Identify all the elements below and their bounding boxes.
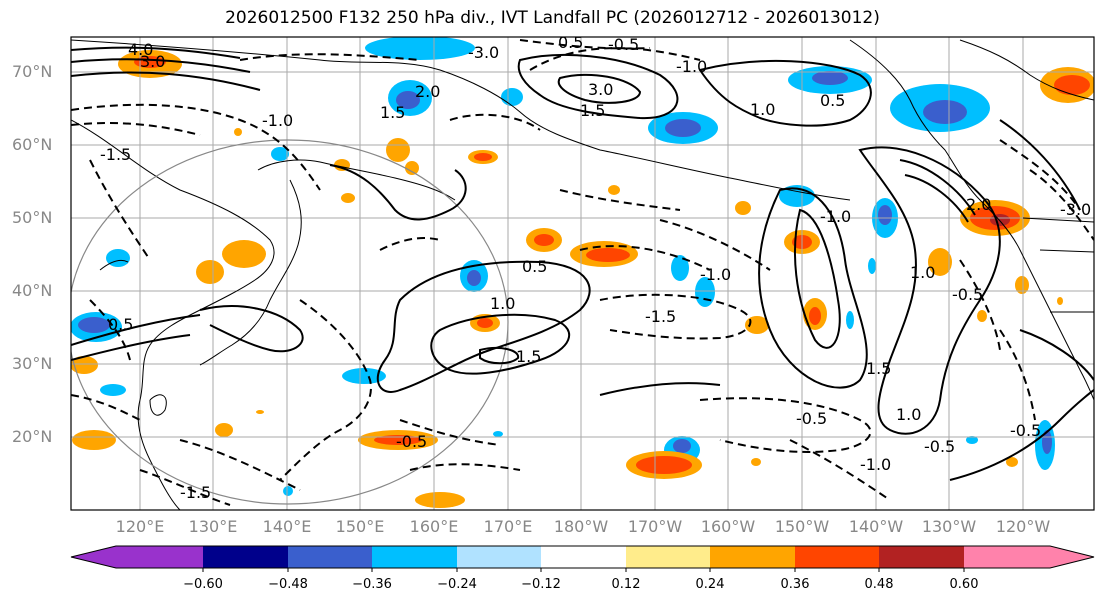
contour-label: -1.0	[860, 455, 891, 474]
colorbar-extend-min	[71, 546, 116, 568]
contour-label: 1.5	[380, 103, 405, 122]
contour-label: -3.0	[1060, 200, 1091, 219]
colorbar-tick-label: −0.24	[437, 577, 477, 592]
lon-label: 160°E	[409, 517, 459, 536]
contour-label: -1.0	[700, 265, 731, 284]
lat-label: 20°N	[12, 427, 53, 446]
colorbar	[70, 545, 1095, 572]
lon-label: 120°E	[115, 517, 165, 536]
contour-label: 2.0	[415, 82, 440, 101]
contour-label: 0.5	[522, 257, 547, 276]
colorbar-segment	[541, 546, 626, 568]
lon-label: 120°W	[995, 517, 1051, 536]
contour-label: -0.5	[1010, 421, 1041, 440]
lon-label: 170°W	[627, 517, 683, 536]
contour-label: 1.5	[866, 359, 891, 378]
ivt-negative-contours	[71, 39, 1094, 506]
contour-label: 3.0	[140, 52, 165, 71]
colorbar-segment	[879, 546, 964, 568]
contour-label: -0.5	[924, 437, 955, 456]
lon-label: 140°E	[262, 517, 312, 536]
contour-label: -1.0	[820, 207, 851, 226]
colorbar-tick-label: −0.48	[268, 577, 308, 592]
colorbar-segment	[626, 546, 710, 568]
contour-label: -0.5	[796, 409, 827, 428]
colorbar-tick-label: 0.12	[611, 577, 641, 592]
contour-label: 0.5	[820, 91, 845, 110]
contour-label: -1.0	[262, 111, 293, 130]
contour-label: 1.0	[750, 100, 775, 119]
colorbar-segment	[457, 546, 541, 568]
colorbar-segment	[203, 546, 288, 568]
colorbar-tick-label: 0.48	[864, 577, 894, 592]
contour-label: -1.5	[100, 145, 131, 164]
lat-label: 50°N	[12, 208, 53, 227]
colorbar-tick-label: 0.36	[780, 577, 810, 592]
lon-label: 140°W	[848, 517, 904, 536]
colorbar-segment	[116, 546, 203, 568]
colorbar-segment	[964, 546, 1050, 568]
colorbar-tick-label: −0.12	[521, 577, 561, 592]
lat-label: 30°N	[12, 354, 53, 373]
contour-label: 1.0	[490, 294, 515, 313]
contour-label: -0.5	[952, 285, 983, 304]
contour-label: 0.5	[558, 33, 583, 52]
colorbar-extend-max	[1050, 546, 1094, 568]
contour-label: 0.5	[108, 315, 133, 334]
coastlines	[71, 39, 1094, 510]
colorbar-tick-label: 0.60	[949, 577, 979, 592]
contour-label: 3.0	[588, 80, 613, 99]
lat-label: 40°N	[12, 281, 53, 300]
colorbar-tick-label: −0.36	[352, 577, 392, 592]
contour-label: 4.0	[128, 40, 153, 59]
ivt-positive-contours	[71, 46, 1094, 481]
colorbar-tick-label: −0.60	[183, 577, 223, 592]
map-field: 4.0 3.0 2.0 1.5 1.0 -1.0 -1.5 0.5 -0.5 0…	[71, 33, 1094, 510]
lon-label: 150°E	[335, 517, 385, 536]
map-frame	[70, 36, 1095, 511]
contour-label: 1.5	[580, 101, 605, 120]
contour-label: -1.5	[180, 483, 211, 502]
contour-label: 1.5	[516, 347, 541, 366]
lon-label: 130°W	[921, 517, 977, 536]
colorbar-segment	[288, 546, 372, 568]
colorbar-segment	[795, 546, 879, 568]
lat-label: 70°N	[12, 62, 53, 81]
contour-label: 2.0	[966, 195, 991, 214]
lon-label: 150°W	[774, 517, 830, 536]
lon-label: 170°E	[483, 517, 533, 536]
colorbar-tick-label: 0.24	[695, 577, 725, 592]
lon-label: 160°W	[700, 517, 756, 536]
lat-label: 60°N	[12, 135, 53, 154]
plot-title: 2026012500 F132 250 hPa div., IVT Landfa…	[225, 8, 880, 28]
target-region-circle	[71, 139, 509, 505]
contour-labels: 4.0 3.0 2.0 1.5 1.0 -1.0 -1.5 0.5 -0.5 0…	[100, 33, 1091, 502]
contour-label: -0.5	[396, 432, 427, 451]
lon-label: 130°E	[188, 517, 238, 536]
divergence-shading	[71, 37, 1094, 508]
lon-label: 180°W	[553, 517, 609, 536]
contour-label: -3.0	[468, 43, 499, 62]
colorbar-segment	[710, 546, 795, 568]
contour-label: -1.0	[676, 57, 707, 76]
contour-label: -0.5	[608, 35, 639, 54]
map-gridlines	[71, 37, 1094, 510]
colorbar-segment	[372, 546, 457, 568]
contour-label: -1.5	[645, 307, 676, 326]
contour-label: 1.0	[910, 263, 935, 282]
contour-label: 1.0	[896, 405, 921, 424]
